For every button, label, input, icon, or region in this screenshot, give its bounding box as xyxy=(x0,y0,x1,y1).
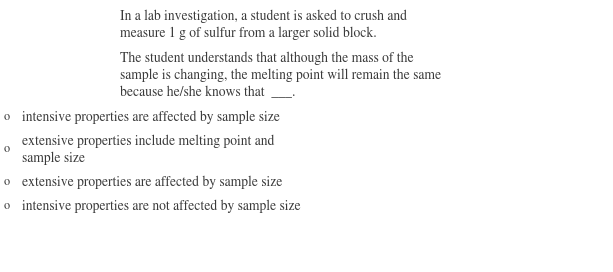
Text: o: o xyxy=(4,200,10,212)
Text: o: o xyxy=(4,176,10,188)
Text: The student understands that although the mass of the: The student understands that although th… xyxy=(120,52,414,65)
Text: extensive properties are affected by sample size: extensive properties are affected by sam… xyxy=(22,176,283,189)
Text: measure 1 g of sulfur from a larger solid block.: measure 1 g of sulfur from a larger soli… xyxy=(120,27,377,40)
Text: intensive properties are not affected by sample size: intensive properties are not affected by… xyxy=(22,200,300,214)
Text: intensive properties are affected by sample size: intensive properties are affected by sam… xyxy=(22,111,280,124)
Text: because he/she knows that  ___.: because he/she knows that ___. xyxy=(120,86,302,99)
Text: sample size: sample size xyxy=(22,152,85,165)
Text: o: o xyxy=(4,144,10,155)
Text: extensive properties include melting point and: extensive properties include melting poi… xyxy=(22,135,275,149)
Text: o: o xyxy=(4,111,10,123)
Text: sample is changing, the melting point will remain the same: sample is changing, the melting point wi… xyxy=(120,69,441,82)
Text: In a lab investigation, a student is asked to crush and: In a lab investigation, a student is ask… xyxy=(120,10,407,23)
